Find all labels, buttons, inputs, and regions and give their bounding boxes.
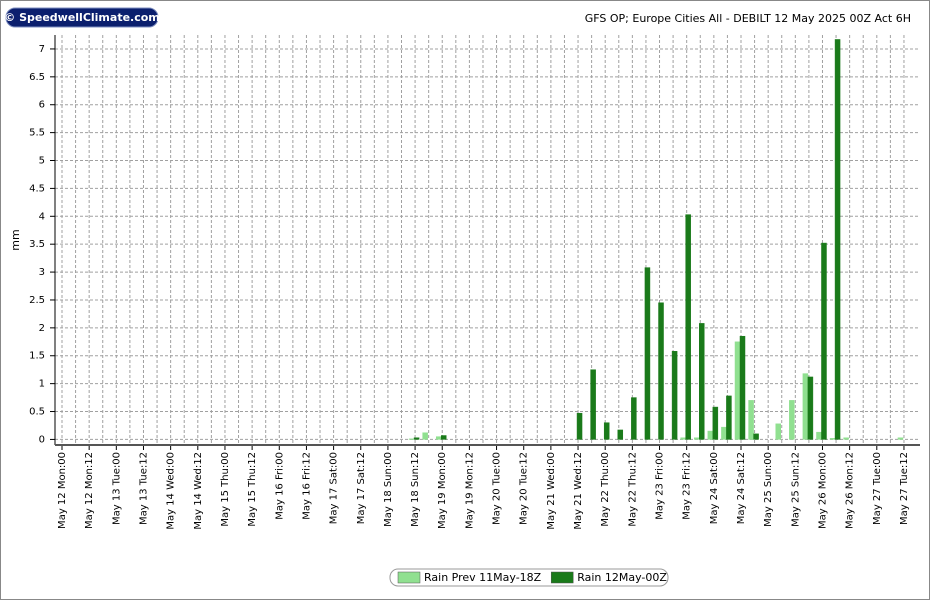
x-tick-label: May 25 Sun:00 — [763, 452, 774, 527]
x-tick-label: May 14 Wed:00 — [166, 452, 177, 530]
bar — [789, 400, 795, 440]
y-tick-label: 5 — [39, 156, 45, 167]
y-tick-label: 2 — [39, 323, 45, 334]
bar — [617, 429, 624, 440]
bar — [631, 397, 637, 440]
bar — [671, 351, 678, 440]
bar — [829, 438, 836, 440]
x-tick-label: May 23 Fri:12 — [682, 452, 693, 520]
x-tick-label: May 22 Thu:00 — [600, 452, 611, 527]
bar — [707, 430, 714, 440]
x-tick-label: May 27 Tue:12 — [899, 452, 910, 525]
bar — [408, 438, 415, 440]
x-tick-label: May 21 Wed:12 — [573, 452, 584, 530]
y-tick-label: 1 — [39, 379, 45, 390]
bar — [658, 302, 664, 440]
bar — [816, 431, 822, 440]
y-tick-label: 1.5 — [29, 351, 45, 362]
bar — [603, 422, 610, 440]
y-tick-label: 4 — [39, 211, 45, 222]
bar — [775, 423, 781, 440]
legend: Rain Prev 11May-18Z Rain 12May-00Z — [389, 568, 669, 587]
logo: © SpeedwellClimate.com — [4, 11, 160, 24]
y-tick-label: 2.5 — [29, 295, 45, 306]
x-tick-label: May 17 Sat:12 — [356, 452, 367, 524]
y-tick-label: 6.5 — [29, 72, 45, 83]
x-tick-label: May 24 Sat:12 — [736, 452, 747, 524]
y-tick-label: 0.5 — [29, 407, 45, 418]
x-tick-label: May 22 Thu:12 — [627, 452, 638, 527]
bar — [821, 242, 827, 440]
x-tick-label: May 14 Wed:12 — [193, 452, 204, 530]
legend-box — [389, 568, 669, 587]
x-tick-label: May 26 Mon:12 — [845, 452, 856, 529]
bar — [699, 323, 705, 440]
x-tick-label: May 19 Mon:00 — [437, 452, 448, 529]
x-tick-label: May 23 Fri:00 — [655, 452, 666, 520]
x-tick-label: May 13 Tue:12 — [138, 452, 149, 525]
y-axis-label: mm — [9, 229, 22, 250]
bar — [721, 426, 727, 440]
bar — [440, 435, 447, 440]
bar — [834, 39, 841, 440]
x-tick-label: May 13 Tue:00 — [111, 452, 122, 525]
y-tick-label: 5.5 — [29, 128, 45, 139]
x-tick-label: May 18 Sun:12 — [410, 452, 421, 527]
x-tick-label: May 20 Tue:00 — [492, 452, 503, 525]
bar — [734, 341, 741, 440]
y-tick-label: 0 — [39, 434, 45, 445]
bar — [680, 437, 686, 440]
x-tick-label: May 17 Sat:00 — [329, 452, 340, 524]
x-tick-label: May 18 Sun:00 — [383, 452, 394, 527]
bar — [897, 437, 904, 440]
x-tick-label: May 27 Tue:00 — [872, 452, 883, 525]
logo-badge — [5, 7, 159, 28]
x-tick-label: May 26 Mon:00 — [817, 452, 828, 529]
y-tick-label: 6 — [39, 100, 45, 111]
x-tick-label: May 20 Tue:12 — [519, 452, 530, 525]
bar — [807, 376, 814, 440]
bar — [843, 437, 849, 440]
y-tick-label: 7 — [39, 44, 45, 55]
bar — [413, 437, 420, 440]
x-tick-label: May 19 Mon:12 — [464, 452, 475, 529]
bar — [694, 437, 700, 440]
x-tick-label: May 16 Fri:00 — [274, 452, 285, 520]
bar — [590, 369, 596, 440]
legend-swatch — [397, 571, 421, 584]
y-tick-label: 3.5 — [29, 239, 45, 250]
bar — [422, 432, 428, 440]
chart-title: GFS OP; Europe Cities All - DEBILT 12 Ma… — [585, 12, 911, 25]
bar — [712, 406, 719, 440]
x-tick-label: May 12 Mon:12 — [84, 452, 95, 529]
x-tick-label: May 12 Mon:00 — [57, 452, 68, 529]
legend-label: Rain Prev 11May-18Z — [424, 571, 542, 584]
bar — [802, 373, 809, 440]
x-tick-label: May 15 Thu:12 — [247, 452, 258, 527]
bar — [644, 267, 651, 440]
x-tick-label: May 25 Sun:12 — [790, 452, 801, 527]
legend-swatch — [550, 571, 574, 584]
bar — [753, 433, 759, 440]
x-tick-label: May 16 Fri:12 — [301, 452, 312, 520]
y-tick-label: 3 — [39, 267, 45, 278]
x-tick-label: May 24 Sat:00 — [709, 452, 720, 524]
bar — [435, 436, 442, 440]
x-tick-label: May 21 Wed:00 — [546, 452, 557, 530]
bar — [685, 214, 691, 440]
x-tick-label: May 15 Thu:00 — [220, 452, 231, 527]
legend-label: Rain 12May-00Z — [577, 571, 667, 584]
bar — [576, 412, 583, 440]
y-tick-label: 4.5 — [29, 183, 45, 194]
bar — [726, 395, 732, 440]
bar — [739, 335, 746, 440]
bar — [748, 400, 754, 440]
